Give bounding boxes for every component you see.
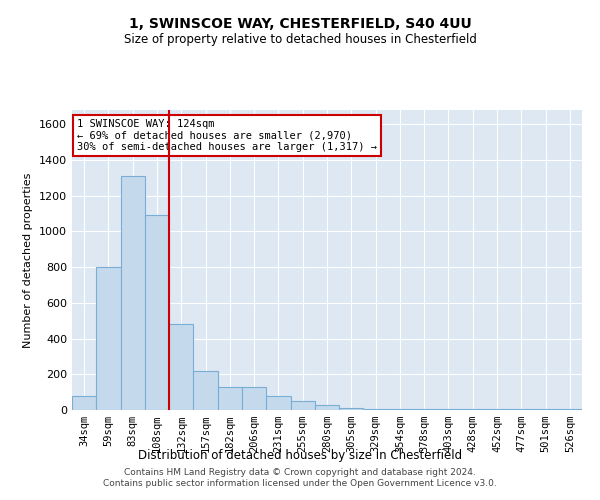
Bar (169, 324, 193, 410)
Y-axis label: Number of detached properties: Number of detached properties (23, 172, 34, 348)
Bar (193, 370, 218, 410)
Text: Size of property relative to detached houses in Chesterfield: Size of property relative to detached ho… (124, 32, 476, 46)
Bar (485, 409, 509, 410)
Bar (290, 401, 315, 410)
Text: 1 SWINSCOE WAY: 124sqm
← 69% of detached houses are smaller (2,970)
30% of semi-: 1 SWINSCOE WAY: 124sqm ← 69% of detached… (77, 119, 377, 152)
Bar (558, 409, 582, 410)
Bar (121, 176, 145, 410)
Bar (266, 396, 290, 410)
Bar (315, 404, 339, 410)
Bar (509, 409, 533, 410)
Bar (72, 396, 96, 410)
Bar (461, 409, 485, 410)
Bar (218, 387, 242, 410)
Bar (364, 409, 388, 410)
Bar (339, 408, 364, 410)
Text: 1, SWINSCOE WAY, CHESTERFIELD, S40 4UU: 1, SWINSCOE WAY, CHESTERFIELD, S40 4UU (128, 18, 472, 32)
Bar (242, 387, 266, 410)
Bar (145, 216, 169, 410)
Bar (533, 409, 558, 410)
Bar (436, 409, 461, 410)
Text: Contains HM Land Registry data © Crown copyright and database right 2024.
Contai: Contains HM Land Registry data © Crown c… (103, 468, 497, 487)
Bar (388, 409, 412, 410)
Bar (96, 267, 121, 410)
Bar (412, 409, 436, 410)
Text: Distribution of detached houses by size in Chesterfield: Distribution of detached houses by size … (138, 448, 462, 462)
